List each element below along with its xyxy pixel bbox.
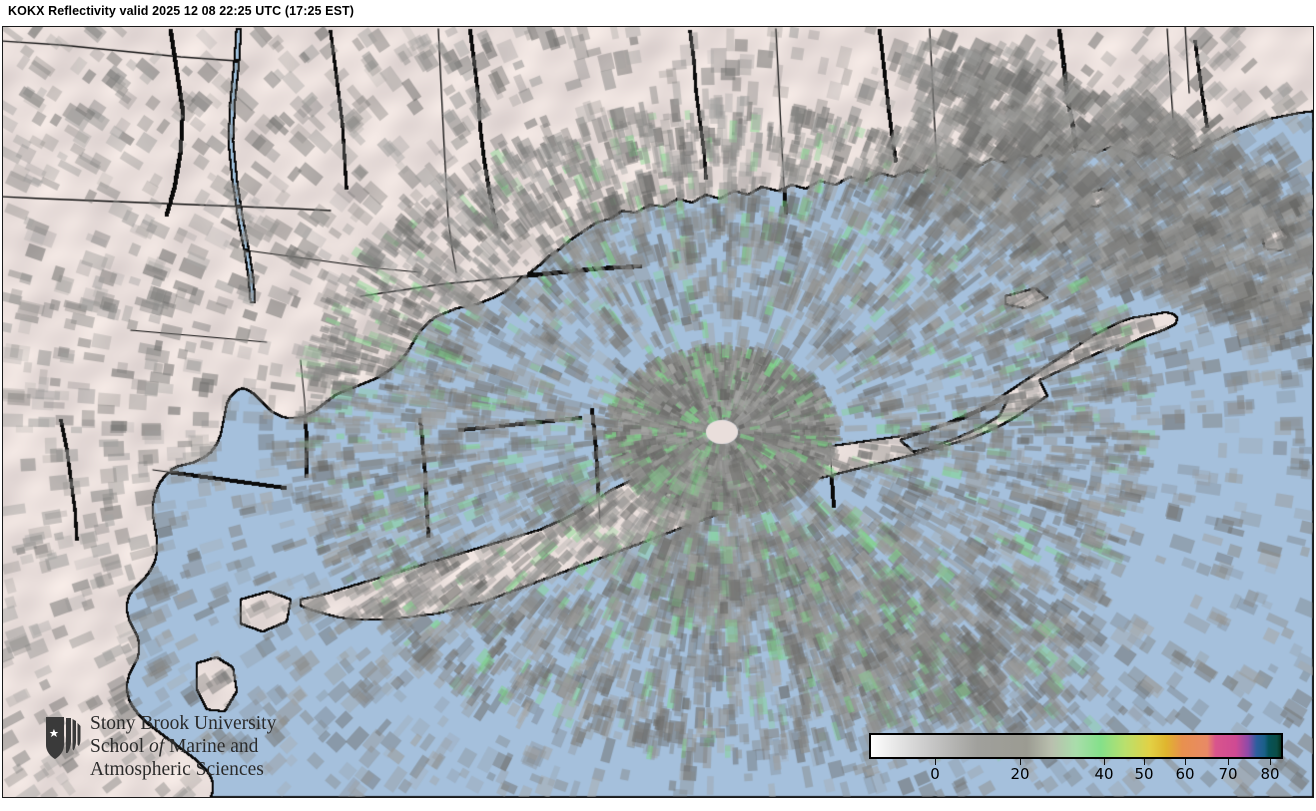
page-title: KOKX Reflectivity valid 2025 12 08 22:25…: [8, 4, 355, 18]
colorbar-tick-label: 80: [1260, 765, 1280, 783]
colorbar-tick: [935, 759, 936, 765]
colorbar-tick: [1270, 759, 1271, 765]
colorbar-tick: [1020, 759, 1021, 765]
colorbar-tick-label: 0: [930, 765, 940, 783]
reflectivity-colorbar: 0 20 40 50 60 70 80: [869, 733, 1283, 783]
colorbar-tick: [1104, 759, 1105, 765]
radar-map[interactable]: [2, 26, 1314, 798]
radar-map-canvas[interactable]: [3, 27, 1313, 797]
colorbar-tick: [1185, 759, 1186, 765]
colorbar-tick: [1144, 759, 1145, 765]
colorbar-tick-label: 40: [1094, 765, 1114, 783]
colorbar-gradient: [871, 735, 1281, 757]
colorbar-tick-label: 20: [1010, 765, 1030, 783]
colorbar-tick: [1228, 759, 1229, 765]
colorbar-tick-label: 60: [1175, 765, 1195, 783]
colorbar-bar: [869, 733, 1283, 759]
colorbar-tick-label: 70: [1218, 765, 1238, 783]
colorbar-tick-label: 50: [1134, 765, 1154, 783]
